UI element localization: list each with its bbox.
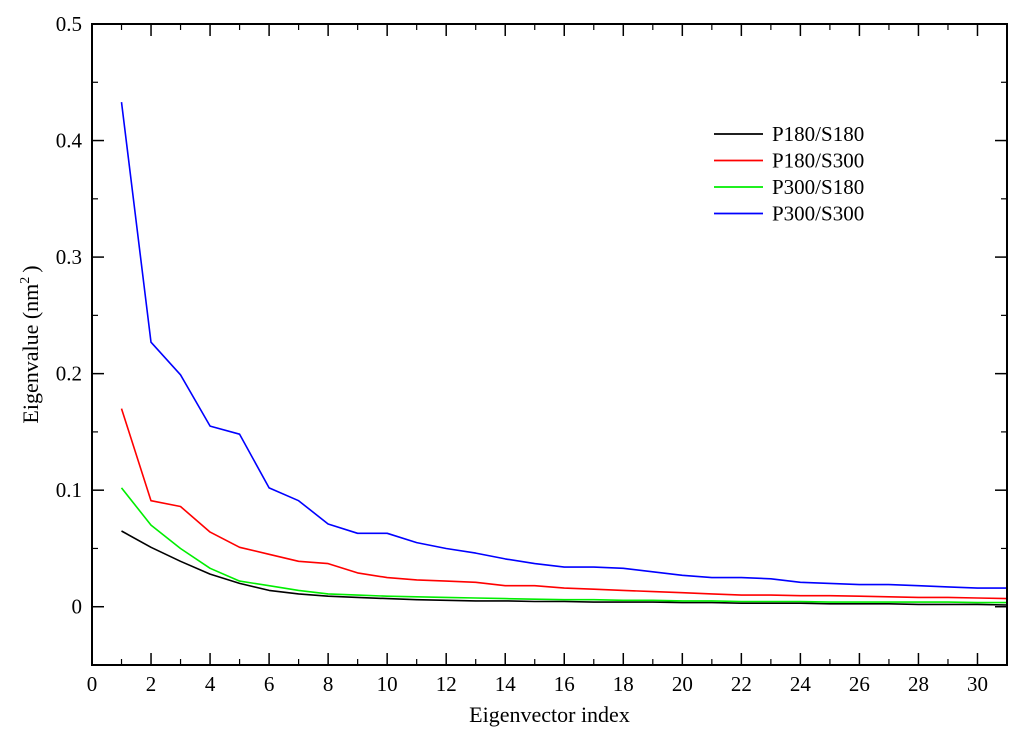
y-tick-label: 0.2: [56, 362, 82, 386]
series-line-p300-s180: [120, 487, 1007, 604]
x-axis-title: Eigenvector index: [469, 702, 630, 727]
series-line-p300-s300: [120, 102, 1007, 589]
axis-ticks: [91, 23, 1008, 666]
series-line-p180-s180: [121, 530, 1008, 606]
x-tick-label: 6: [264, 672, 275, 696]
y-tick-label: 0.5: [56, 12, 82, 36]
x-tick-label: 18: [613, 672, 634, 696]
y-axis-title-main: Eigenvalue (nm: [18, 284, 43, 424]
x-tick-label: 16: [554, 672, 575, 696]
legend-label-p180-s180: P180/S180: [772, 122, 864, 146]
x-tick-label: 8: [323, 672, 334, 696]
series-lines: [120, 102, 1008, 606]
x-tick-label: 0: [87, 672, 98, 696]
x-tick-label: 24: [790, 672, 812, 696]
y-tick-label: 0.4: [56, 129, 83, 153]
x-tick-label: 30: [967, 672, 988, 696]
x-tick-label: 28: [908, 672, 929, 696]
axis-tick-labels: 0 2 4 6 8 10 12 14 16 18 20 22 24 26 28 3000.10.20.30.4…: [56, 12, 988, 696]
legend-label-p300-s180: P300/S180: [772, 175, 864, 199]
x-tick-label: 2: [146, 672, 157, 696]
y-tick-label: 0: [72, 595, 83, 619]
x-tick-label: 4: [205, 672, 216, 696]
legend-label-p300-s300: P300/S300: [772, 202, 864, 226]
x-tick-label: 22: [731, 672, 752, 696]
y-axis-title: Eigenvalue (nm2): [18, 265, 43, 423]
x-tick-label: 10: [377, 672, 398, 696]
series-line-p180-s300: [120, 408, 1008, 600]
y-tick-label: 0.1: [56, 478, 82, 502]
plot-frame: [91, 23, 1008, 666]
y-axis-title-tail: ): [18, 265, 43, 272]
x-tick-label: 14: [495, 672, 517, 696]
x-tick-label: 12: [436, 672, 457, 696]
legend-label-p180-s300: P180/S300: [772, 149, 864, 173]
y-tick-label: 0.3: [56, 245, 82, 269]
y-axis-title-superscript: 2: [18, 277, 33, 284]
x-tick-label: 20: [672, 672, 693, 696]
x-tick-label: 26: [849, 672, 870, 696]
